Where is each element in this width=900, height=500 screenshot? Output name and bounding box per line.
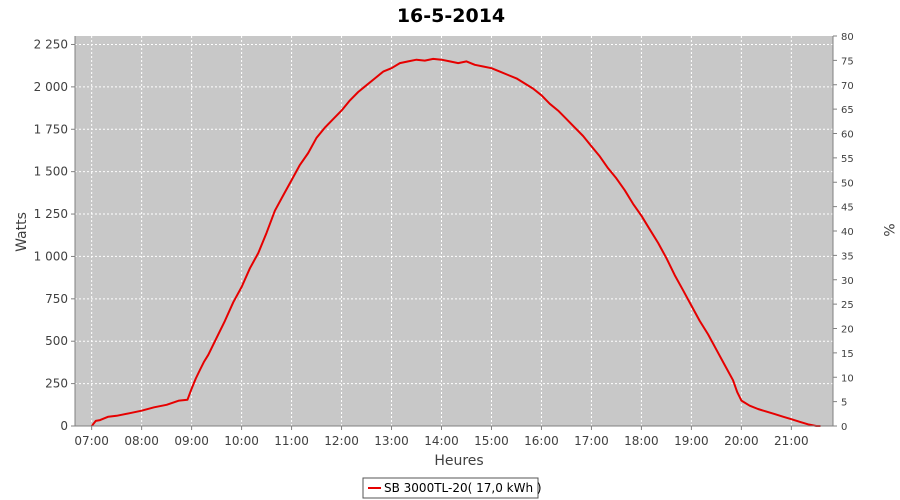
secondary-y-axis-ticks: 0 5 10 15 20 25 30 35 40 45 50 55 60 65 70 75 80 — [833, 32, 854, 433]
x-tick-label: 16:00 — [524, 434, 559, 448]
y2-tick-label: 60 — [841, 130, 854, 141]
y-axis-title: Watts — [14, 212, 30, 252]
x-tick-label: 11:00 — [274, 434, 309, 448]
x-tick-label: 19:00 — [674, 434, 709, 448]
y-tick-label: 2 250 — [34, 37, 68, 51]
y2-tick-label: 20 — [841, 325, 854, 336]
x-tick-label: 13:00 — [374, 434, 409, 448]
grid-lines — [75, 36, 833, 427]
y-tick-label: 250 — [45, 377, 68, 391]
y2-tick-label: 10 — [841, 373, 854, 384]
y-tick-label: 2 000 — [34, 80, 68, 94]
y-tick-label: 1 000 — [34, 249, 68, 263]
y2-tick-label: 35 — [841, 251, 854, 262]
legend-label: SB 3000TL-20( 17,0 kWh ) — [384, 481, 542, 495]
y2-tick-label: 30 — [841, 276, 854, 287]
x-tick-label: 12:00 — [324, 434, 359, 448]
x-axis-ticks: 07:00 08:00 09:00 10:00 11:00 12:00 13:00 14:00… — [74, 426, 809, 448]
y-tick-label: 0 — [60, 419, 68, 433]
y-axis-ticks: 0 250 500 750 1 000 1 250 1 500 1 750 2 000 2 250 — [34, 37, 75, 433]
legend-box — [362, 477, 539, 499]
x-tick-label: 20:00 — [724, 434, 759, 448]
series-line — [90, 57, 821, 427]
x-tick-label: 17:00 — [574, 434, 609, 448]
y-tick-label: 500 — [45, 334, 68, 348]
y2-tick-label: 70 — [841, 81, 854, 92]
x-tick-label: 21:00 — [774, 434, 809, 448]
x-tick-label: 15:00 — [474, 434, 509, 448]
y2-tick-label: 45 — [841, 203, 854, 214]
legend: SB 3000TL-20( 17,0 kWh ) — [362, 477, 542, 499]
y2-tick-label: 25 — [841, 300, 854, 311]
y2-tick-label: 55 — [841, 154, 854, 165]
x-tick-label: 18:00 — [624, 434, 659, 448]
x-tick-label: 10:00 — [224, 434, 259, 448]
x-tick-label: 14:00 — [424, 434, 459, 448]
chart-title: 16-5-2014 — [397, 5, 505, 27]
plot-area — [75, 36, 833, 426]
y2-tick-label: 40 — [841, 227, 854, 238]
y2-tick-label: 50 — [841, 178, 854, 189]
x-tick-label: 07:00 — [74, 434, 109, 448]
x-tick-label: 09:00 — [174, 434, 209, 448]
x-axis-title: Heures — [434, 453, 483, 469]
y2-tick-label: 0 — [841, 422, 847, 433]
y2-tick-label: 75 — [841, 56, 854, 67]
y-tick-label: 1 250 — [34, 207, 68, 221]
y2-tick-label: 15 — [841, 349, 854, 360]
y-tick-label: 750 — [45, 292, 68, 306]
y2-tick-label: 65 — [841, 105, 854, 116]
y2-tick-label: 80 — [841, 32, 854, 43]
secondary-y-axis-title: % — [880, 223, 896, 236]
x-tick-label: 08:00 — [124, 434, 159, 448]
y2-tick-label: 5 — [841, 398, 847, 409]
y-tick-label: 1 500 — [34, 165, 68, 179]
y-tick-label: 1 750 — [34, 122, 68, 136]
